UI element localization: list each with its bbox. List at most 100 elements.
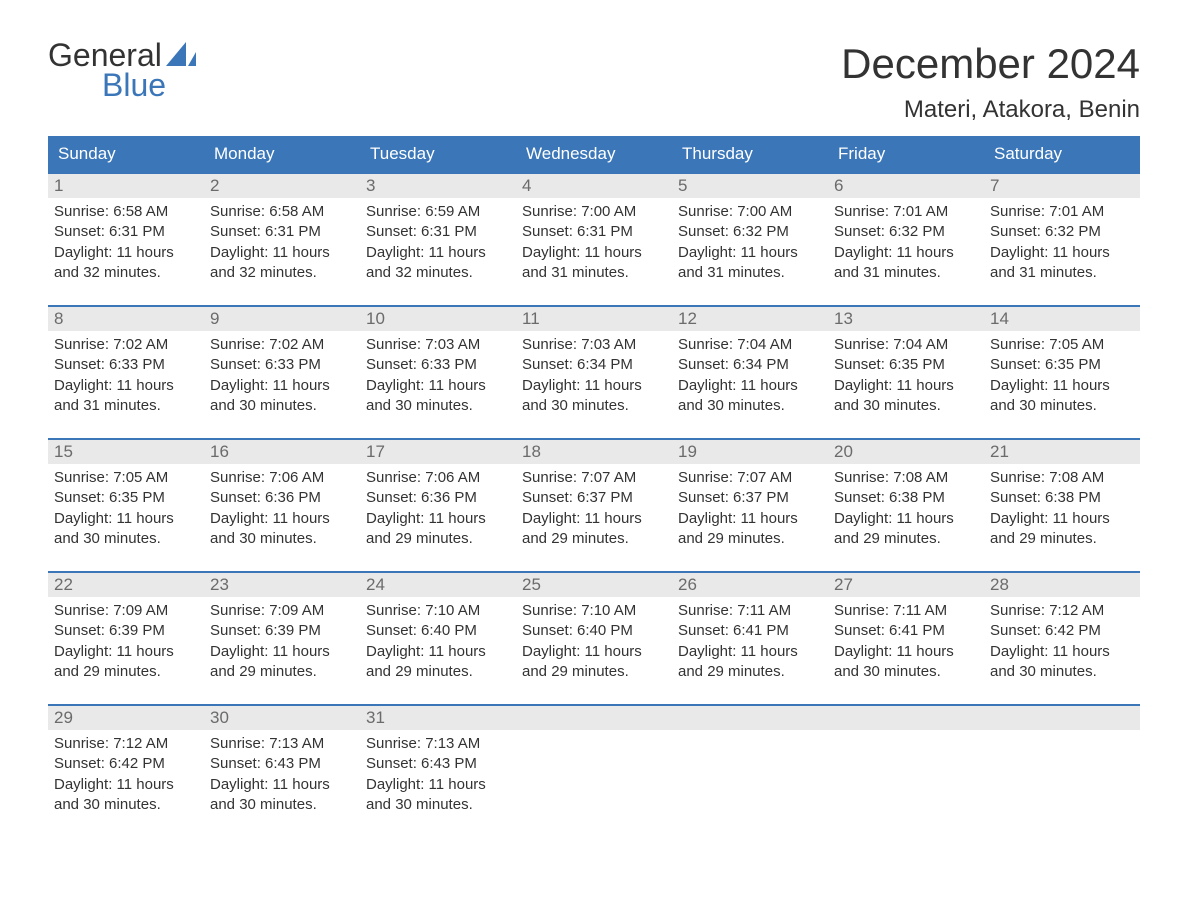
sunrise-line: Sunrise: 6:58 AM [210,202,354,222]
daylight-line-2: and 31 minutes. [522,263,666,283]
cell-body: Sunrise: 7:13 AMSunset: 6:43 PMDaylight:… [204,730,360,815]
sunrise-line: Sunrise: 7:05 AM [54,468,198,488]
date-number: 5 [672,174,828,198]
sunset-line: Sunset: 6:34 PM [678,355,822,375]
calendar-cell: 20Sunrise: 7:08 AMSunset: 6:38 PMDayligh… [828,440,984,557]
sunrise-line: Sunrise: 7:09 AM [54,601,198,621]
sunset-line: Sunset: 6:35 PM [990,355,1134,375]
sunset-line: Sunset: 6:35 PM [54,488,198,508]
daylight-line-1: Daylight: 11 hours [990,642,1134,662]
calendar-cell: 22Sunrise: 7:09 AMSunset: 6:39 PMDayligh… [48,573,204,690]
sunset-line: Sunset: 6:39 PM [210,621,354,641]
sunrise-line: Sunrise: 7:08 AM [834,468,978,488]
calendar-cell: 12Sunrise: 7:04 AMSunset: 6:34 PMDayligh… [672,307,828,424]
sunrise-line: Sunrise: 7:04 AM [678,335,822,355]
cell-body: Sunrise: 7:07 AMSunset: 6:37 PMDaylight:… [516,464,672,549]
daylight-line-1: Daylight: 11 hours [522,376,666,396]
daylight-line-1: Daylight: 11 hours [54,775,198,795]
calendar-cell: 6Sunrise: 7:01 AMSunset: 6:32 PMDaylight… [828,174,984,291]
logo-text-top: General [48,40,162,70]
sunset-line: Sunset: 6:40 PM [522,621,666,641]
week-row: 8Sunrise: 7:02 AMSunset: 6:33 PMDaylight… [48,305,1140,424]
calendar-cell: 11Sunrise: 7:03 AMSunset: 6:34 PMDayligh… [516,307,672,424]
daylight-line-2: and 29 minutes. [210,662,354,682]
daylight-line-2: and 29 minutes. [990,529,1134,549]
date-number: 30 [204,706,360,730]
sunset-line: Sunset: 6:36 PM [210,488,354,508]
date-number: 15 [48,440,204,464]
date-number: 7 [984,174,1140,198]
date-number: 16 [204,440,360,464]
calendar-cell: 4Sunrise: 7:00 AMSunset: 6:31 PMDaylight… [516,174,672,291]
date-number: 25 [516,573,672,597]
sunrise-line: Sunrise: 7:01 AM [834,202,978,222]
logo-text-bottom: Blue [48,70,196,100]
cell-body: Sunrise: 7:01 AMSunset: 6:32 PMDaylight:… [828,198,984,283]
calendar-cell: 19Sunrise: 7:07 AMSunset: 6:37 PMDayligh… [672,440,828,557]
title-block: December 2024 Materi, Atakora, Benin [841,40,1140,124]
cell-body: Sunrise: 7:05 AMSunset: 6:35 PMDaylight:… [984,331,1140,416]
calendar-cell: 29Sunrise: 7:12 AMSunset: 6:42 PMDayligh… [48,706,204,823]
date-number: 8 [48,307,204,331]
date-number: 1 [48,174,204,198]
daylight-line-1: Daylight: 11 hours [366,642,510,662]
calendar-cell: 10Sunrise: 7:03 AMSunset: 6:33 PMDayligh… [360,307,516,424]
calendar-cell: 7Sunrise: 7:01 AMSunset: 6:32 PMDaylight… [984,174,1140,291]
date-number: 19 [672,440,828,464]
cell-body: Sunrise: 7:09 AMSunset: 6:39 PMDaylight:… [48,597,204,682]
daylight-line-1: Daylight: 11 hours [678,509,822,529]
calendar-cell: 30Sunrise: 7:13 AMSunset: 6:43 PMDayligh… [204,706,360,823]
day-header: Friday [828,136,984,172]
calendar-cell: 3Sunrise: 6:59 AMSunset: 6:31 PMDaylight… [360,174,516,291]
date-number [828,706,984,730]
sunset-line: Sunset: 6:42 PM [990,621,1134,641]
sunset-line: Sunset: 6:36 PM [366,488,510,508]
sunrise-line: Sunrise: 7:03 AM [366,335,510,355]
daylight-line-1: Daylight: 11 hours [210,642,354,662]
daylight-line-2: and 32 minutes. [210,263,354,283]
sunset-line: Sunset: 6:42 PM [54,754,198,774]
calendar-cell: 25Sunrise: 7:10 AMSunset: 6:40 PMDayligh… [516,573,672,690]
calendar-cell: 8Sunrise: 7:02 AMSunset: 6:33 PMDaylight… [48,307,204,424]
cell-body: Sunrise: 7:08 AMSunset: 6:38 PMDaylight:… [828,464,984,549]
daylight-line-1: Daylight: 11 hours [834,243,978,263]
date-number: 11 [516,307,672,331]
sunrise-line: Sunrise: 7:11 AM [834,601,978,621]
daylight-line-2: and 30 minutes. [210,529,354,549]
daylight-line-2: and 30 minutes. [990,396,1134,416]
sunrise-line: Sunrise: 6:58 AM [54,202,198,222]
sunrise-line: Sunrise: 7:12 AM [54,734,198,754]
daylight-line-2: and 30 minutes. [834,396,978,416]
daylight-line-2: and 30 minutes. [210,396,354,416]
day-header: Wednesday [516,136,672,172]
date-number: 28 [984,573,1140,597]
date-number: 20 [828,440,984,464]
daylight-line-2: and 31 minutes. [54,396,198,416]
daylight-line-2: and 30 minutes. [210,795,354,815]
daylight-line-2: and 31 minutes. [834,263,978,283]
sunset-line: Sunset: 6:33 PM [54,355,198,375]
daylight-line-1: Daylight: 11 hours [366,775,510,795]
cell-body: Sunrise: 7:00 AMSunset: 6:32 PMDaylight:… [672,198,828,283]
date-number: 6 [828,174,984,198]
cell-body: Sunrise: 7:00 AMSunset: 6:31 PMDaylight:… [516,198,672,283]
daylight-line-2: and 30 minutes. [834,662,978,682]
calendar-cell [828,706,984,823]
date-number: 2 [204,174,360,198]
calendar-cell: 15 Sunrise: 7:05 AMSunset: 6:35 PMDayligh… [48,440,204,557]
sunrise-line: Sunrise: 7:05 AM [990,335,1134,355]
cell-body: Sunrise: 7:12 AMSunset: 6:42 PMDaylight:… [48,730,204,815]
week-row: 15Sunrise: 7:05 AMSunset: 6:35 PMDayligh… [48,438,1140,557]
date-number: 23 [204,573,360,597]
daylight-line-2: and 29 minutes. [834,529,978,549]
week-row: 1Sunrise: 6:58 AMSunset: 6:31 PMDaylight… [48,172,1140,291]
sunset-line: Sunset: 6:32 PM [678,222,822,242]
sunrise-line: Sunrise: 7:00 AM [522,202,666,222]
daylight-line-1: Daylight: 11 hours [54,509,198,529]
sunrise-line: Sunrise: 7:06 AM [210,468,354,488]
date-number: 17 [360,440,516,464]
date-number: 29 [48,706,204,730]
weeks-container: 1Sunrise: 6:58 AMSunset: 6:31 PMDaylight… [48,172,1140,823]
calendar-cell [984,706,1140,823]
day-header: Saturday [984,136,1140,172]
